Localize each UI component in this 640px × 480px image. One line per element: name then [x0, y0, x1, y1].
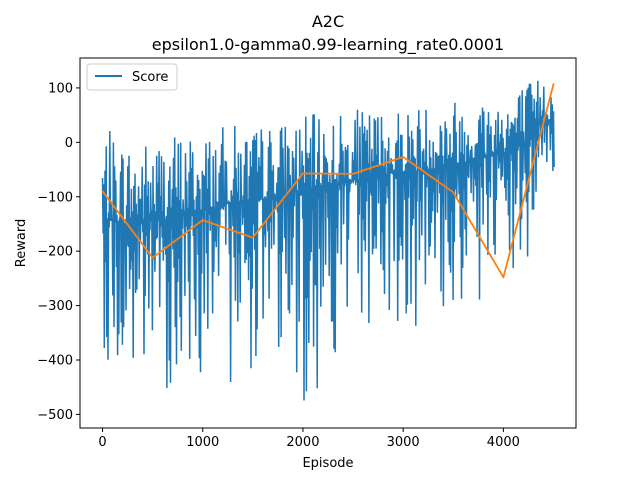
score-series-line [101, 80, 555, 401]
average-series-point [552, 83, 555, 85]
y-tick-label: −400 [37, 353, 73, 368]
plot-frame [79, 57, 577, 429]
x-axis-label: Episode [302, 456, 353, 471]
average-series-point [151, 256, 154, 259]
average-series-point [452, 191, 455, 194]
average-series-point [101, 190, 104, 193]
x-tick-label: 1000 [186, 435, 219, 450]
average-series-point [402, 156, 405, 158]
average-series-point [352, 173, 354, 175]
y-tick-label: −200 [37, 245, 73, 260]
legend-label-score: Score [132, 70, 168, 85]
average-series-point [251, 236, 254, 239]
average-series-point [201, 219, 204, 222]
plot-series-layer [101, 80, 555, 401]
y-tick-label: −500 [37, 408, 73, 423]
chart-title: A2C [312, 12, 344, 31]
average-series-point [502, 276, 505, 279]
x-tick-label: 0 [98, 435, 106, 450]
y-tick-label: 100 [48, 81, 73, 96]
average-series-line [101, 83, 555, 279]
average-series-point [302, 172, 304, 175]
y-tick-label: 0 [65, 136, 73, 151]
x-tick-label: 4000 [487, 435, 520, 450]
x-tick-label: 2000 [286, 435, 319, 450]
chart-subtitle: epsilon1.0-gamma0.99-learning_rate0.0001 [152, 35, 504, 55]
legend-box [86, 63, 178, 91]
legend: Score [86, 63, 178, 91]
y-axis-label: Reward [14, 219, 29, 267]
plot-axes-layer: 0 1000 2000 3000 40001000−100−200−300−400−50… [37, 57, 577, 450]
y-tick-label: −100 [37, 190, 73, 205]
x-tick-label: 3000 [387, 435, 420, 450]
y-tick-label: −300 [37, 299, 73, 314]
